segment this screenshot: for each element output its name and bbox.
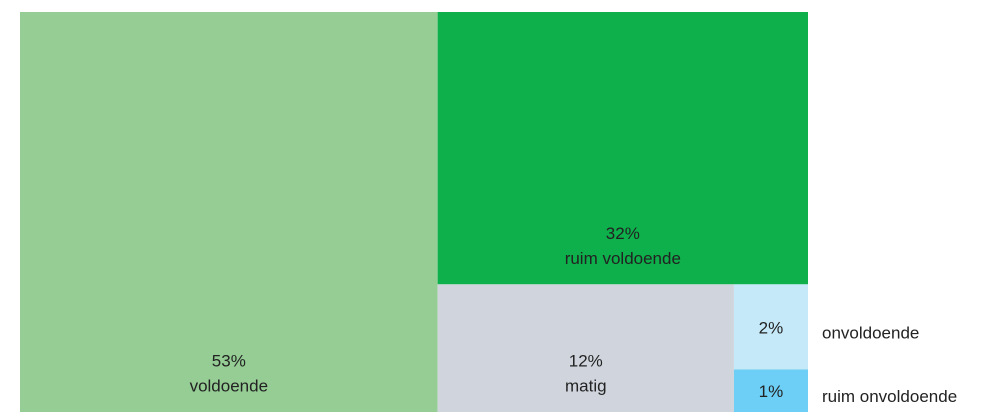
tile	[437, 284, 734, 412]
tile	[20, 12, 438, 412]
category-label: matig	[565, 376, 607, 395]
tile	[733, 369, 808, 412]
tile	[733, 284, 808, 370]
category-label: ruim voldoende	[565, 249, 681, 268]
value-label: 32%	[606, 224, 640, 243]
tile	[437, 12, 808, 285]
value-label: 12%	[569, 351, 603, 370]
value-label: 53%	[212, 351, 246, 370]
category-label: voldoende	[190, 376, 268, 395]
category-label: onvoldoende	[822, 323, 919, 342]
value-label: 2%	[759, 318, 784, 337]
category-label: ruim onvoldoende	[822, 387, 957, 406]
value-label: 1%	[759, 382, 784, 401]
